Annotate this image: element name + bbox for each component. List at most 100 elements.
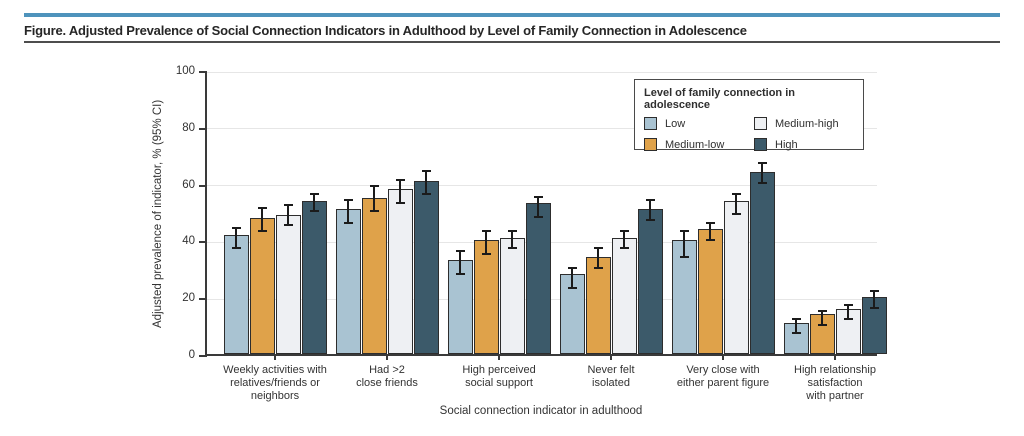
x-axis-tick bbox=[274, 356, 276, 360]
bar-medium-high bbox=[611, 237, 637, 354]
y-tick-label: 100 bbox=[175, 65, 195, 77]
error-bar-cap-bottom bbox=[395, 201, 405, 204]
error-bar-line bbox=[261, 208, 263, 232]
legend-swatch-icon bbox=[644, 117, 657, 130]
y-gridline bbox=[207, 128, 877, 130]
error-bar-cap-top bbox=[679, 230, 689, 233]
error-bar-cap-top bbox=[257, 207, 267, 210]
error-bar-line bbox=[511, 231, 513, 249]
bar-medium-low bbox=[697, 229, 723, 354]
error-bar-cap-top bbox=[593, 247, 603, 250]
y-axis-tick bbox=[199, 127, 207, 130]
legend-swatch-icon bbox=[754, 117, 767, 130]
error-bar-line bbox=[347, 199, 349, 223]
error-bar-line bbox=[821, 310, 823, 325]
error-bar-line bbox=[847, 304, 849, 320]
legend-item-label: Medium-low bbox=[665, 138, 725, 151]
legend-item-label: Low bbox=[665, 117, 686, 130]
error-bar-cap-bottom bbox=[731, 213, 741, 215]
bar-medium-low bbox=[585, 257, 611, 354]
y-tick-label: 40 bbox=[182, 235, 195, 248]
error-bar-cap-top bbox=[757, 161, 767, 164]
category-label: Had >2 close friends bbox=[356, 364, 418, 389]
bar-low bbox=[223, 234, 249, 354]
error-bar-line bbox=[425, 171, 427, 195]
error-bar-cap-top bbox=[283, 204, 293, 207]
legend-item-medium-high: Medium-high bbox=[754, 117, 854, 130]
y-axis-tick bbox=[199, 298, 207, 301]
error-bar-line bbox=[287, 205, 289, 226]
error-bar-cap-top bbox=[817, 309, 827, 312]
error-bar-line bbox=[459, 250, 461, 274]
y-axis-tick bbox=[199, 241, 207, 244]
error-bar-line bbox=[873, 290, 875, 308]
error-bar-cap-bottom bbox=[619, 247, 629, 250]
error-bar-cap-bottom bbox=[705, 238, 715, 241]
x-axis-tick bbox=[722, 356, 724, 360]
error-bar-line bbox=[761, 162, 763, 183]
bar-medium-high bbox=[499, 237, 525, 354]
error-bar-line bbox=[709, 222, 711, 240]
error-bar-line bbox=[235, 228, 237, 249]
x-axis-tick bbox=[834, 356, 836, 360]
figure-title: Figure. Adjusted Prevalence of Social Co… bbox=[24, 23, 747, 38]
error-bar-cap-bottom bbox=[283, 224, 293, 227]
error-bar-cap-bottom bbox=[645, 218, 655, 221]
error-bar-cap-bottom bbox=[791, 332, 801, 335]
error-bar-cap-top bbox=[791, 318, 801, 321]
error-bar-cap-bottom bbox=[507, 247, 517, 250]
error-bar-cap-bottom bbox=[679, 255, 689, 258]
error-bar-cap-bottom bbox=[593, 266, 603, 269]
error-bar-cap-top bbox=[309, 193, 319, 196]
error-bar-cap-top bbox=[231, 227, 241, 230]
error-bar-cap-top bbox=[533, 195, 543, 198]
bar-medium-high bbox=[275, 214, 301, 354]
x-axis-title: Social connection indicator in adulthood bbox=[439, 405, 643, 417]
bar-high bbox=[525, 203, 551, 354]
category-label: High perceived social support bbox=[462, 364, 536, 389]
y-tick-label: 0 bbox=[188, 349, 195, 361]
error-bar-cap-top bbox=[395, 178, 405, 181]
error-bar-line bbox=[683, 231, 685, 257]
error-bar-line bbox=[597, 248, 599, 268]
title-underline-rule bbox=[24, 41, 1000, 43]
category-label: Never felt isolated bbox=[587, 364, 635, 389]
error-bar-cap-bottom bbox=[757, 181, 767, 184]
error-bar-cap-top bbox=[731, 193, 741, 196]
bar-high bbox=[301, 200, 327, 354]
error-bar-cap-bottom bbox=[231, 247, 241, 250]
bar-medium-low bbox=[361, 197, 387, 354]
bar-medium-high bbox=[723, 200, 749, 354]
error-bar-line bbox=[735, 194, 737, 214]
bar-medium-high bbox=[387, 189, 413, 354]
legend-title: Level of family connection in adolescenc… bbox=[644, 87, 795, 111]
error-bar-line bbox=[399, 179, 401, 203]
error-bar-cap-bottom bbox=[343, 221, 353, 224]
error-bar-cap-bottom bbox=[369, 210, 379, 213]
y-tick-label: 80 bbox=[182, 121, 195, 134]
error-bar-cap-bottom bbox=[567, 286, 577, 289]
error-bar-cap-top bbox=[507, 230, 517, 233]
legend-swatch-icon bbox=[754, 138, 767, 151]
error-bar-line bbox=[485, 231, 487, 254]
error-bar-cap-bottom bbox=[257, 230, 267, 233]
bar-medium-low bbox=[473, 240, 499, 354]
error-bar-cap-top bbox=[343, 198, 353, 201]
error-bar-cap-bottom bbox=[309, 210, 319, 213]
bar-low bbox=[335, 209, 361, 354]
category-label: Very close with either parent figure bbox=[676, 364, 770, 389]
error-bar-line bbox=[373, 185, 375, 212]
plot-area: 0 20 40 60 80 100 Weekly activities with relat… bbox=[176, 65, 887, 402]
bar-high bbox=[413, 180, 439, 354]
legend-swatch-icon bbox=[644, 138, 657, 151]
top-accent-rule bbox=[24, 13, 1000, 17]
error-bar-cap-top bbox=[567, 266, 577, 269]
error-bar-cap-bottom bbox=[817, 323, 827, 326]
error-bar-line bbox=[537, 196, 539, 217]
y-tick-label: 20 bbox=[182, 292, 195, 305]
error-bar-cap-bottom bbox=[421, 193, 431, 196]
error-bar-cap-bottom bbox=[481, 252, 491, 255]
legend-item-label: Medium-high bbox=[775, 117, 839, 130]
error-bar-cap-top bbox=[843, 303, 853, 306]
